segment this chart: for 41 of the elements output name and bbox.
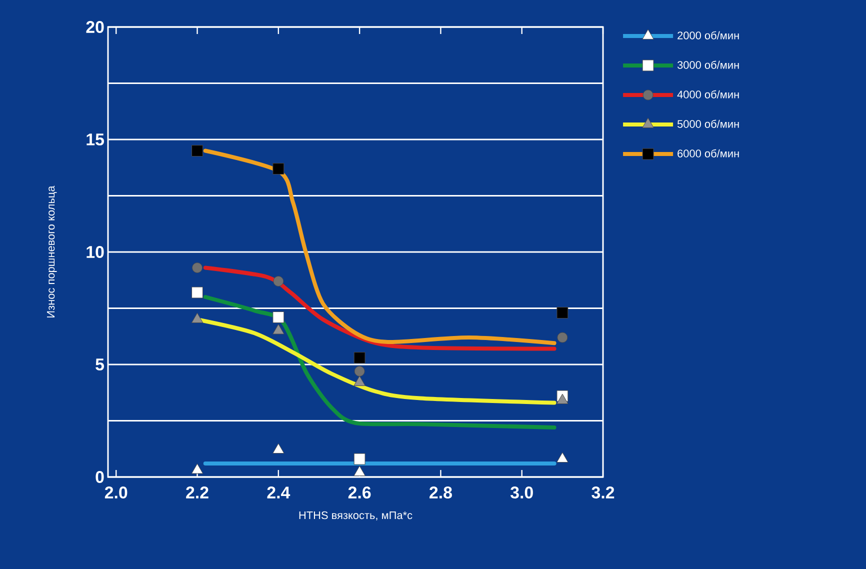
point — [192, 145, 203, 156]
x-tick-label: 3.0 — [510, 486, 533, 499]
point — [354, 453, 366, 465]
x-tick-label: 2.0 — [104, 486, 128, 499]
point — [556, 307, 568, 318]
x-tick-label: 2.8 — [430, 486, 452, 499]
line-series — [203, 266, 556, 351]
point — [191, 464, 204, 474]
point — [354, 366, 365, 376]
y-tick-label: 10 — [86, 246, 104, 258]
point — [354, 376, 366, 386]
point — [272, 443, 284, 454]
point — [556, 394, 568, 404]
legend-label: 2000 об/мин — [678, 31, 739, 40]
y-tick-label: 5 — [96, 358, 104, 370]
point — [272, 324, 284, 334]
y-axis-title: Износ поршневого кольца — [46, 186, 57, 318]
legend-label: 6000 об/мин — [678, 149, 739, 158]
x-tick-label: 2.6 — [348, 486, 371, 499]
point — [354, 352, 366, 364]
point — [192, 286, 203, 298]
line-series — [203, 295, 556, 430]
x-tick-label: 3.2 — [592, 486, 614, 499]
legend-label: 4000 об/мин — [677, 90, 739, 98]
y-tick-label: 15 — [86, 134, 104, 146]
point — [191, 312, 204, 323]
legend-label: 5000 об/мин — [677, 120, 739, 128]
point — [557, 332, 568, 343]
point — [272, 312, 284, 323]
line-series — [203, 148, 556, 346]
y-tick-label: 20 — [86, 21, 104, 33]
legend-label: 3000 об/мин — [677, 60, 739, 69]
x-tick-label: 2.4 — [267, 486, 290, 498]
y-tick-label: 0 — [96, 471, 104, 483]
point — [272, 163, 284, 174]
x-tick-label: 2.2 — [186, 486, 208, 498]
point — [273, 276, 284, 286]
x-axis-title: HTHS вязкость, мПа*с — [299, 511, 412, 520]
point — [354, 466, 366, 476]
point — [192, 262, 202, 273]
point — [556, 452, 568, 462]
